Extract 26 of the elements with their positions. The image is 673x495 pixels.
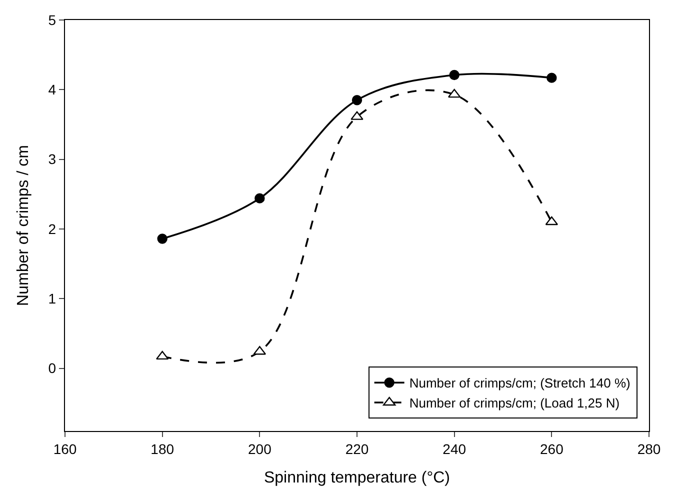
x-tick-label: 220 xyxy=(345,440,369,457)
point xyxy=(352,95,362,106)
x-tick-label: 160 xyxy=(53,440,77,457)
y-tick-label: 0 xyxy=(48,360,56,376)
point xyxy=(545,216,558,226)
x-tick-label: 200 xyxy=(248,440,272,457)
y-tick-label: 4 xyxy=(48,82,56,98)
x-tick-label: 240 xyxy=(442,440,466,457)
x-tick-label: 180 xyxy=(150,440,174,457)
y-axis-title: Number of crimps / cm xyxy=(15,145,32,306)
y-tick-label: 1 xyxy=(48,290,56,307)
legend-label: Number of crimps/cm; (Load 1,25 N) xyxy=(409,396,620,411)
point xyxy=(157,234,168,244)
y-tick-label: 5 xyxy=(48,12,56,28)
point xyxy=(254,193,265,204)
point xyxy=(448,88,461,98)
point xyxy=(253,346,266,355)
point xyxy=(449,70,460,80)
y-tick-label: 3 xyxy=(48,151,56,168)
x-tick-label: 280 xyxy=(637,440,661,457)
point xyxy=(156,350,169,360)
point xyxy=(546,72,557,83)
legend-label: Number of crimps/cm; (Stretch 140 %) xyxy=(409,376,630,391)
x-axis-title: Spinning temperature (°C) xyxy=(264,470,450,487)
y-tick-label: 2 xyxy=(48,220,56,237)
x-tick-label: 260 xyxy=(540,440,564,457)
